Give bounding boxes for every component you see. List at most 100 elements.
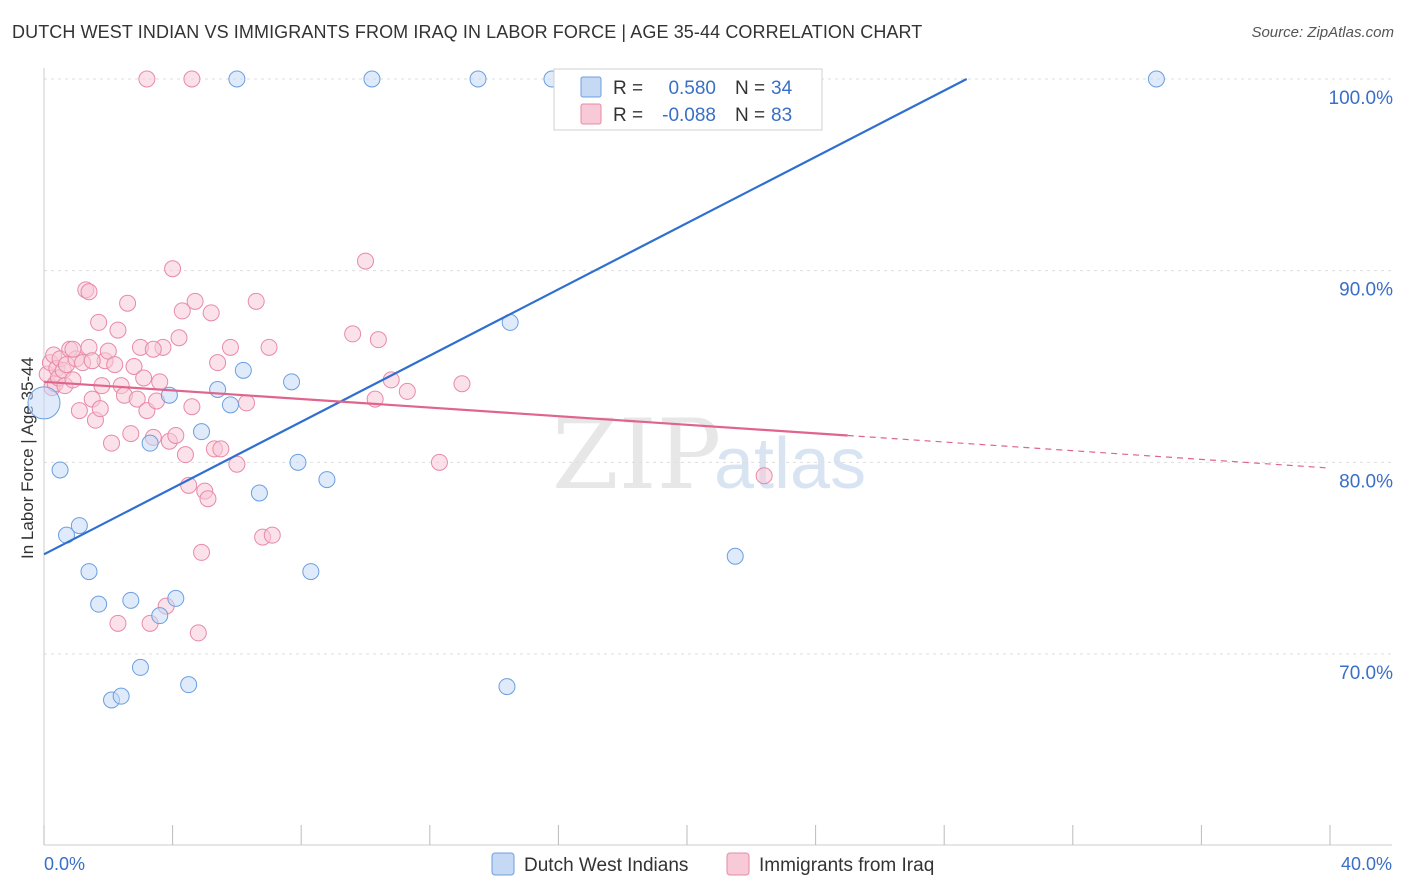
stats-n-label-dwi: N =	[735, 78, 765, 99]
iraq-point-81	[64, 340, 82, 358]
x-tick-label-max: 40.0%	[1341, 854, 1392, 874]
iraq-point-30	[119, 294, 137, 312]
dwi-point-14	[180, 676, 198, 694]
iraq-point-31	[122, 425, 140, 443]
iraq-point-56	[202, 304, 220, 322]
iraq-point-21	[91, 400, 109, 418]
iraq-point-60	[221, 338, 239, 356]
y-tick-label-2: 80.0%	[1339, 471, 1393, 492]
iraq-point-27	[109, 321, 127, 339]
iraq-point-51	[186, 292, 204, 310]
iraq-point-76	[138, 70, 156, 88]
series-legend: Dutch West Indians Immigrants from Iraq	[491, 852, 934, 876]
dwi-point-28	[363, 70, 381, 88]
source-label: Source: ZipAtlas.com	[1251, 24, 1394, 41]
iraq-point-77	[183, 70, 201, 88]
dwi-point-27	[228, 70, 246, 88]
iraq-point-70	[369, 331, 387, 349]
dwi-point-0	[27, 386, 61, 420]
chart-title: DUTCH WEST INDIAN VS IMMIGRANTS FROM IRA…	[12, 22, 923, 42]
iraq-point-32	[125, 358, 143, 375]
dwi-point-11	[151, 607, 169, 625]
dwi-point-5	[90, 595, 108, 613]
iraq-point-12	[64, 371, 82, 389]
iraq-point-61	[228, 455, 246, 473]
series-legend-label-iraq: Immigrants from Iraq	[759, 855, 934, 876]
iraq-trend-line	[43, 380, 848, 437]
iraq-point-68	[357, 252, 374, 270]
iraq-point-74	[453, 375, 471, 393]
dwi-point-1	[51, 461, 69, 479]
axes	[43, 68, 1392, 846]
y-tick-label-0: 100.0%	[1329, 88, 1394, 109]
dwi-point-17	[221, 396, 239, 414]
dwi-point-3	[70, 517, 88, 535]
stats-r-value-dwi: 0.580	[668, 78, 716, 99]
iraq-point-46	[170, 329, 188, 347]
dwi-point-20	[283, 373, 301, 391]
watermark-atlas: atlas	[714, 424, 866, 504]
iraq-point-40	[151, 373, 169, 391]
dwi-point-23	[318, 471, 336, 489]
iraq-point-79	[109, 614, 127, 632]
stats-r-label-dwi: R =	[613, 78, 643, 99]
iraq-point-55	[199, 490, 217, 508]
x-ticks	[43, 825, 1331, 845]
dwi-point-8	[122, 591, 140, 609]
stats-n-value-iraq: 83	[771, 105, 792, 126]
dwi-point-13	[167, 589, 185, 607]
iraq-point-63	[247, 292, 265, 310]
dwi-point-26	[726, 547, 744, 565]
dwi-point-24	[498, 678, 516, 696]
iraq-point-45	[167, 427, 185, 444]
dwi-point-19	[250, 484, 268, 502]
iraq-point-52	[189, 624, 207, 642]
dwi-point-33	[1147, 70, 1165, 88]
dwi-point-4	[80, 563, 98, 581]
iraq-point-53	[193, 543, 211, 561]
iraq-point-35	[135, 369, 153, 387]
series-legend-label-dwi: Dutch West Indians	[524, 855, 688, 876]
iraq-point-48	[176, 446, 194, 464]
iraq-trend-extension	[847, 434, 1331, 469]
dwi-point-22	[302, 563, 320, 581]
iraq-point-73	[430, 453, 448, 471]
watermark: ZIP atlas	[552, 399, 866, 511]
stats-legend-swatch-dwi	[580, 76, 602, 98]
watermark-zip: ZIP	[552, 399, 721, 511]
iraq-point-25	[103, 434, 121, 452]
iraq-point-65	[260, 338, 278, 356]
iraq-point-78	[80, 283, 98, 301]
y-axis-label: In Labor Force | Age 35-44	[18, 357, 37, 559]
iraq-point-33	[128, 390, 146, 408]
y-tick-labels: 100.0% 90.0% 80.0% 70.0%	[1329, 88, 1394, 684]
dwi-point-21	[289, 453, 307, 471]
dwi-point-10	[141, 434, 159, 452]
iraq-point-20	[90, 313, 108, 331]
iraq-point-14	[70, 402, 88, 420]
y-tick-label-1: 90.0%	[1339, 280, 1393, 301]
iraq-point-67	[344, 325, 362, 343]
iraq-point-59	[212, 440, 230, 458]
iraq-point-50	[183, 398, 201, 416]
iraq-point-80	[144, 340, 162, 358]
dwi-point-9	[131, 658, 149, 676]
series-iraq-points	[38, 70, 773, 642]
stats-legend: R = 0.580 N = 34 R = -0.088 N = 83	[553, 68, 823, 131]
iraq-point-75	[755, 467, 773, 485]
trend-lines	[43, 78, 1331, 556]
iraq-point-58	[209, 354, 227, 372]
dwi-point-16	[209, 381, 227, 398]
dwi-trend-line	[43, 78, 968, 556]
dwi-point-18	[234, 361, 252, 379]
y-tick-label-3: 70.0%	[1339, 663, 1393, 684]
stats-n-value-dwi: 34	[771, 78, 793, 99]
series-legend-swatch-dwi	[491, 852, 515, 876]
dwi-point-29	[469, 70, 487, 88]
series-legend-swatch-iraq	[726, 852, 750, 876]
x-tick-label-min: 0.0%	[44, 854, 85, 874]
dwi-point-7	[112, 687, 130, 705]
iraq-point-26	[106, 356, 124, 374]
iraq-point-47	[173, 302, 191, 320]
